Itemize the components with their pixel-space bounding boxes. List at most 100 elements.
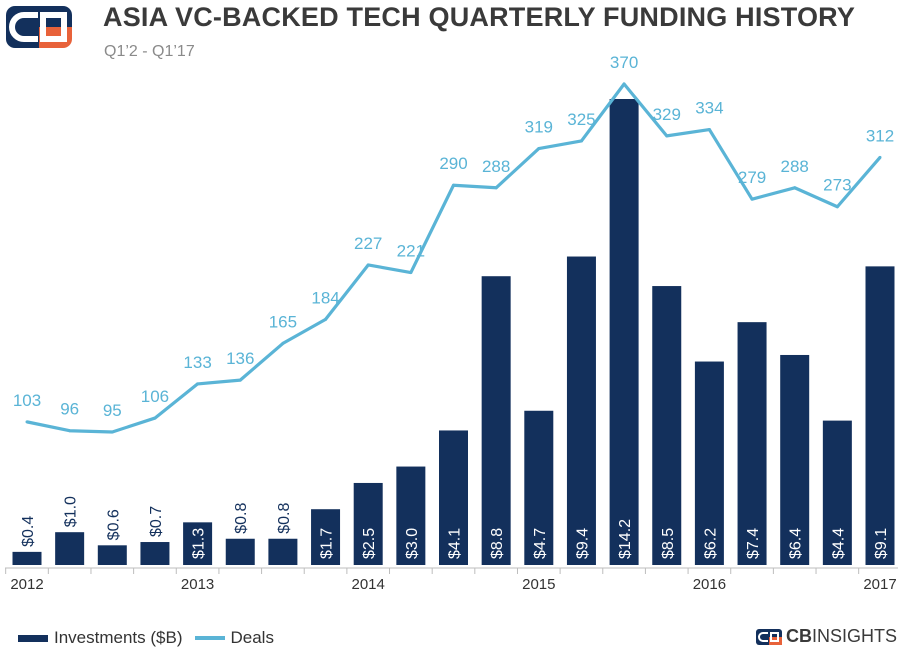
deals-label-17: 279	[738, 168, 766, 187]
deals-labels: 103 96 95 106 133 136 165 184 227 221 290 288 319 325…	[13, 53, 894, 420]
deals-point-15	[665, 134, 669, 138]
deals-point-17	[750, 197, 754, 201]
bar-7	[311, 509, 341, 565]
bar-label-14: $14.2	[617, 519, 634, 559]
bar-18	[780, 354, 810, 565]
deals-label-7: 184	[311, 288, 339, 307]
bar-label-0: $0.4	[20, 516, 37, 547]
deals-label-19: 273	[823, 176, 851, 195]
bar-label-20: $9.1	[873, 528, 890, 559]
investment-bars	[12, 99, 895, 565]
deals-label-12: 319	[525, 118, 553, 137]
brand-wordmark: CB INSIGHTS	[755, 626, 897, 647]
x-tick-label-2: 2014	[352, 576, 385, 593]
deals-point-20	[878, 155, 882, 159]
bar-label-9: $3.0	[404, 528, 421, 559]
bar-11	[481, 276, 511, 565]
bar-9	[396, 466, 426, 565]
bar-label-16: $6.2	[702, 528, 719, 559]
bar-label-11: $8.8	[489, 528, 506, 559]
bar-label-13: $9.4	[574, 528, 591, 559]
x-tick-label-0: 2012	[10, 576, 43, 593]
bar-19	[822, 420, 852, 565]
bar-1	[55, 532, 85, 565]
deals-point-2	[110, 430, 114, 434]
bar-14	[609, 99, 639, 565]
deals-point-0	[25, 420, 29, 424]
x-tick-label-4: 2016	[693, 576, 726, 593]
bar-label-7: $1.7	[319, 528, 336, 559]
bar-4	[183, 522, 213, 565]
bar-label-4: $1.3	[191, 528, 208, 559]
deals-label-2: 95	[103, 401, 122, 420]
bar-3	[140, 542, 170, 565]
deals-label-0: 103	[13, 391, 41, 410]
bar-label-5: $0.8	[233, 503, 250, 534]
legend-label-investments: Investments ($B)	[54, 628, 183, 647]
deals-point-19	[835, 205, 839, 209]
bar-label-8: $2.5	[361, 528, 378, 559]
deals-point-16	[707, 128, 711, 132]
legend-item-deals: Deals	[194, 628, 274, 648]
bar-2	[97, 545, 127, 565]
bar-label-17: $7.4	[745, 528, 762, 559]
deals-label-14: 370	[610, 53, 638, 72]
deals-label-3: 106	[141, 387, 169, 406]
bar-label-6: $0.8	[276, 503, 293, 534]
legend: Investments ($B) Deals	[18, 628, 286, 648]
bar-17	[737, 322, 767, 565]
deals-point-5	[238, 378, 242, 382]
legend-swatch-deals	[194, 636, 225, 640]
bar-label-15: $8.5	[660, 528, 677, 559]
bar-label-18: $6.4	[788, 528, 805, 559]
deals-point-12	[537, 147, 541, 151]
deals-point-11	[494, 186, 498, 190]
cb-insights-mini-logo	[755, 628, 782, 645]
deals-label-9: 221	[397, 242, 425, 261]
bar-10	[439, 430, 468, 565]
bar-12	[524, 410, 554, 565]
chart-title: ASIA VC-BACKED TECH QUARTERLY FUNDING HI…	[103, 2, 856, 32]
deals-point-3	[153, 416, 157, 420]
deals-point-13	[579, 139, 583, 143]
bar-13	[566, 256, 596, 565]
deals-label-11: 288	[482, 157, 510, 176]
legend-swatch-investments	[18, 634, 48, 642]
deals-line	[25, 82, 882, 434]
bar-8	[353, 482, 383, 565]
bar-label-10: $4.1	[447, 528, 464, 559]
bar-label-1: $1.0	[63, 496, 80, 527]
brand-insights: INSIGHTS	[811, 626, 897, 646]
deals-label-15: 329	[653, 105, 681, 124]
chart: $0.4 $1.0 $0.6 $0.7 $1.3 $0.8 $0.8 $1.7 $2.5 $3.0…	[5, 53, 898, 593]
deals-label-5: 136	[226, 349, 254, 368]
deals-point-14	[622, 82, 626, 86]
deals-point-1	[68, 429, 72, 433]
deals-point-9	[409, 271, 413, 275]
bar-0	[12, 551, 42, 565]
legend-item-investments: Investments ($B)	[18, 628, 183, 648]
chart-subtitle: Q1’2 - Q1’17	[104, 43, 195, 60]
legend-label-deals: Deals	[230, 628, 274, 647]
x-tick-label-1: 2013	[181, 576, 214, 593]
bar-label-3: $0.7	[148, 506, 165, 537]
deals-point-7	[324, 317, 328, 321]
bar-6	[268, 538, 298, 565]
deals-label-18: 288	[781, 157, 809, 176]
deals-label-20: 312	[866, 126, 894, 145]
deals-point-10	[452, 183, 455, 187]
x-tick-label-5: 2017	[863, 576, 896, 593]
deals-label-10: 290	[439, 154, 467, 173]
bar-label-19: $4.4	[830, 528, 847, 559]
bar-label-2: $0.6	[105, 509, 122, 540]
deals-point-6	[281, 341, 285, 345]
investment-bar-labels: $0.4 $1.0 $0.6 $0.7 $1.3 $0.8 $0.8 $1.7 $2.5 $3.0…	[20, 496, 890, 559]
deals-point-8	[366, 263, 370, 267]
x-axis: 2012 2013 2014 2015 2016 2017	[5, 567, 898, 593]
deals-point-4	[196, 382, 200, 386]
cb-insights-logo	[6, 6, 72, 48]
deals-label-16: 334	[695, 99, 723, 118]
x-tick-label-3: 2015	[522, 576, 555, 593]
deals-label-4: 133	[183, 353, 211, 372]
bar-15	[652, 286, 682, 565]
